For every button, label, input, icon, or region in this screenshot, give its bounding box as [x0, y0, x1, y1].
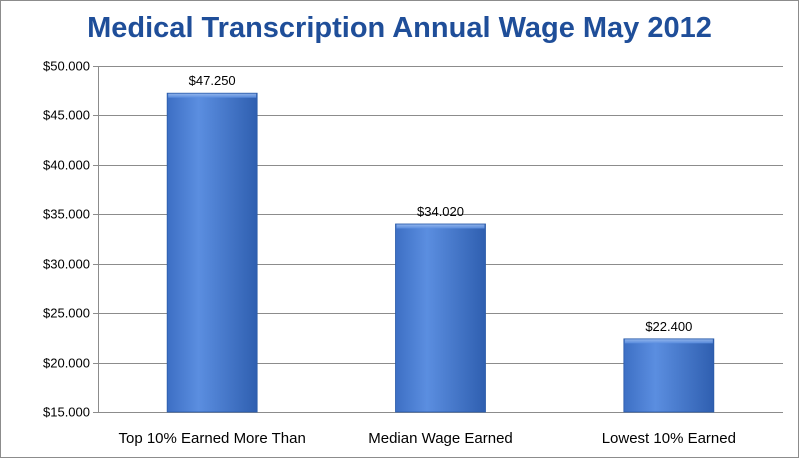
- chart-title: Medical Transcription Annual Wage May 20…: [87, 12, 712, 44]
- data-label: $34.020: [417, 204, 464, 219]
- category-label: Lowest 10% Earned: [602, 430, 736, 447]
- y-tick-label: $50.000: [43, 59, 90, 74]
- y-tick-label: $15.000: [43, 405, 90, 420]
- bar-highlight: [624, 339, 713, 344]
- data-label: $22.400: [645, 319, 692, 334]
- category-label: Top 10% Earned More Than: [118, 430, 305, 447]
- data-label: $47.250: [189, 73, 236, 88]
- y-tick-labels: $15.000 $20.000 $25.000 $30.000 $35.000 $40.0…: [43, 59, 90, 420]
- axes: [93, 66, 783, 413]
- bar: [395, 223, 486, 413]
- bar: [166, 92, 258, 413]
- y-tick-label: $40.000: [43, 158, 90, 173]
- y-tick-label: $45.000: [43, 108, 90, 123]
- data-labels: $47.250 $34.020 $22.400: [189, 73, 693, 334]
- y-tick-label: $30.000: [43, 257, 90, 272]
- category-label: Median Wage Earned: [368, 430, 513, 447]
- bar: [623, 338, 715, 413]
- y-tick-label: $25.000: [43, 306, 90, 321]
- bars: [166, 92, 715, 413]
- bar-highlight: [168, 93, 257, 98]
- category-labels: Top 10% Earned More Than Median Wage Earn…: [118, 430, 735, 447]
- y-tick-label: $35.000: [43, 207, 90, 222]
- y-tick-label: $20.000: [43, 356, 90, 371]
- bar-highlight: [396, 224, 485, 229]
